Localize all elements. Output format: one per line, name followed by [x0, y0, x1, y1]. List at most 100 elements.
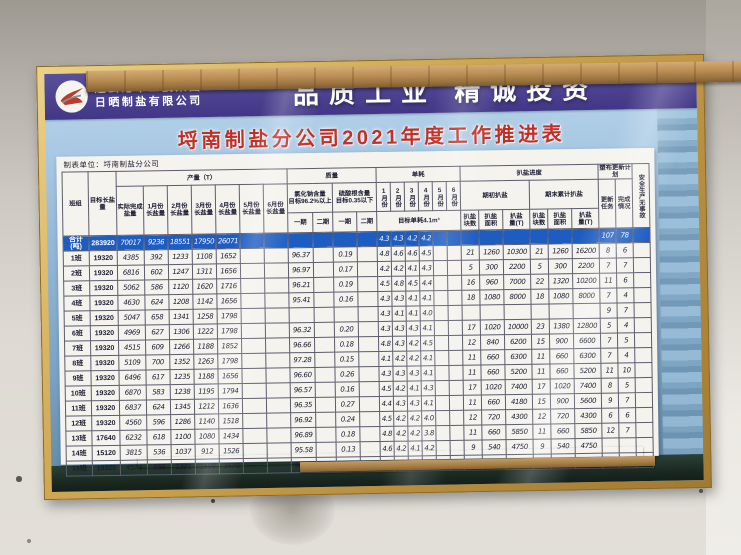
cell: 4.2 — [405, 231, 420, 247]
cell — [314, 307, 335, 323]
cell: 840 — [480, 335, 505, 351]
col-nacl: 氯化钠含量 目标96.2%以上 — [287, 183, 333, 214]
cell: 1212 — [194, 399, 219, 415]
col-cons-2: 2月份 — [390, 182, 405, 212]
cell — [241, 308, 266, 325]
cell: 1263 — [193, 354, 218, 370]
cell: 5850 — [574, 423, 603, 440]
cell — [434, 350, 450, 367]
cell: 107 — [599, 228, 617, 244]
cell: 12 — [462, 335, 481, 351]
cell: 1235 — [169, 369, 195, 386]
cell: 4.2 — [393, 426, 409, 442]
cell: 19320 — [89, 280, 118, 297]
cell: 586 — [144, 280, 169, 296]
cell: 300 — [548, 259, 573, 275]
cell: 5 — [600, 318, 618, 334]
cell — [241, 368, 267, 384]
cell: 9班 — [64, 371, 92, 387]
cell: 19320 — [91, 415, 120, 432]
cell — [239, 233, 265, 250]
cell — [240, 248, 265, 265]
col-end-qty: 扒盐 量(T) — [571, 208, 600, 230]
cell: 660 — [480, 350, 506, 366]
cell — [633, 257, 651, 274]
cell: 11 — [463, 395, 482, 411]
cell: 4.2 — [377, 261, 392, 277]
cell: 960 — [479, 275, 504, 291]
cell: 7400 — [574, 378, 602, 395]
cell: 8 — [599, 243, 617, 259]
cell: 4.3 — [377, 291, 393, 307]
cell: 720 — [550, 409, 575, 425]
cell: 1188 — [193, 369, 219, 385]
cell: 0.26 — [335, 367, 360, 383]
cell — [634, 302, 652, 319]
cell: 0.15 — [334, 352, 360, 368]
logo-block: 连云港市工投集团 日晒制盐有限公司 — [54, 77, 203, 114]
notice-board: 连云港市工投集团 日晒制盐有限公司 品质工业 精诚投资 埒南制盐分公司2021年… — [36, 53, 712, 501]
cell — [433, 290, 449, 307]
cell: 15 — [532, 394, 551, 410]
cell: 19320 — [91, 400, 120, 417]
cell: 9236 — [143, 235, 169, 251]
cell: 1798 — [217, 324, 242, 340]
cell: 19320 — [90, 370, 120, 387]
cell: 0.20 — [334, 322, 359, 338]
cell: 23 — [531, 319, 550, 335]
cell: 4.0 — [420, 306, 435, 322]
cell: 6 — [616, 273, 634, 289]
cell — [633, 227, 651, 244]
cell — [265, 353, 291, 369]
cell: 4.3 — [393, 396, 408, 412]
cell — [448, 320, 463, 336]
cell: 5850 — [505, 424, 534, 441]
cell: 17 — [462, 320, 481, 336]
cell: 4.1 — [405, 261, 420, 277]
cell: 21 — [461, 245, 480, 261]
cell — [289, 307, 315, 324]
cell: 7 — [599, 258, 617, 274]
col-cons-5: 5月份 — [432, 181, 447, 212]
cell: 1380 — [549, 319, 574, 335]
cell — [447, 290, 463, 306]
cell: 4.3 — [377, 231, 392, 247]
cell — [530, 229, 549, 245]
col-begin-qty: 扒盐 量(T) — [502, 209, 531, 231]
cell: 1656 — [216, 264, 241, 280]
table-header: 班组 目标长盐量 产量（T） 质量 单耗 扒盐进度 塑布更新计划 安全生产无事故… — [62, 163, 651, 237]
cell: 6300 — [504, 349, 533, 366]
cell: 1518 — [218, 413, 243, 430]
col-nacl-phase2: 二期 — [312, 212, 334, 233]
cell: 1020 — [481, 380, 506, 396]
cell: 70017 — [116, 235, 145, 251]
cell: 4.1 — [421, 366, 436, 382]
cell: 0.24 — [335, 412, 360, 428]
cell — [359, 396, 380, 413]
cell: 4.8 — [379, 426, 395, 442]
cell: 4.1 — [407, 381, 422, 397]
cell: 660 — [481, 425, 507, 441]
cons-target: 目标单耗4.1m³ — [376, 210, 462, 232]
cell: 1345 — [170, 399, 195, 416]
cell: 4.1 — [420, 351, 436, 367]
cell: 6870 — [119, 385, 147, 401]
cell: 627 — [145, 325, 170, 341]
cell: 12 — [463, 410, 482, 426]
cell — [313, 292, 335, 308]
cell: 22 — [530, 274, 549, 290]
cell: 5062 — [117, 280, 145, 296]
cell: 900 — [550, 394, 575, 410]
cell: 11 — [599, 273, 617, 289]
cell: 19320 — [92, 460, 121, 477]
cell: 0.18 — [335, 427, 361, 443]
cell: 96.21 — [288, 277, 314, 294]
cell: 19320 — [90, 340, 119, 357]
cell: 4.5 — [379, 381, 394, 397]
cell: 624 — [146, 400, 171, 416]
cell: 12 — [532, 409, 551, 425]
cell: 96.89 — [290, 427, 317, 444]
cell: 1341 — [169, 309, 194, 326]
col-so4-phase2: 二期 — [356, 211, 378, 233]
cell — [263, 233, 289, 249]
